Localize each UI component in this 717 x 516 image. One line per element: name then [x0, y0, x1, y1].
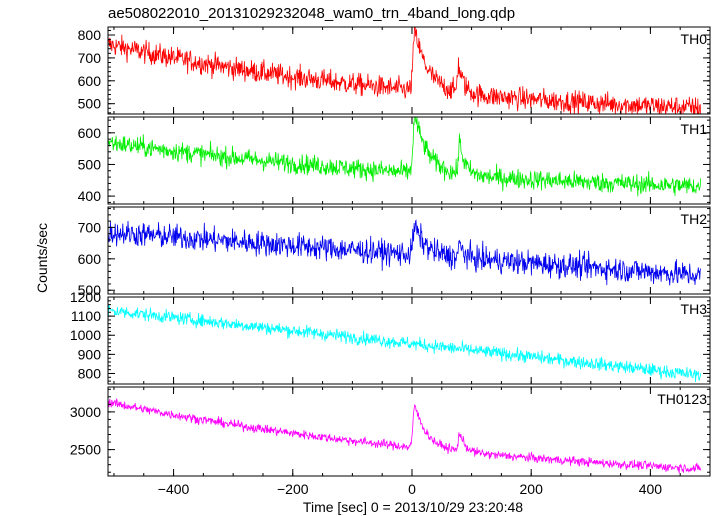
panel-label-th1: TH1: [681, 121, 708, 137]
y-tick-label: 600: [78, 73, 102, 89]
panel-th0123: 2500 3000 TH0123 −400 −200 0 200 400: [70, 386, 711, 497]
series-line-th3: [108, 304, 702, 383]
panel-frame: [107, 296, 711, 385]
panel-frame: [107, 26, 711, 115]
y-tick-label: 3000: [70, 404, 101, 420]
series-line-th0: [108, 27, 702, 114]
y-tick-label: 700: [78, 219, 102, 235]
x-tick-label: 0: [408, 481, 416, 497]
panel-label-th3: TH3: [681, 301, 708, 317]
y-tick-label: 2500: [70, 442, 101, 458]
y-axis-label: Counts/sec: [34, 223, 50, 293]
y-tick-label: 700: [78, 50, 102, 66]
panel-label-th2: TH2: [681, 211, 708, 227]
panel-label-th0: TH0: [681, 31, 708, 47]
y-tick-label: 800: [78, 365, 102, 381]
series-line-th1: [108, 117, 702, 197]
y-tick-label: 600: [78, 125, 102, 141]
panel-label-th0123: TH0123: [657, 391, 707, 407]
panel-th2: 500 600 700 TH2: [78, 206, 711, 298]
panel-frame: [107, 206, 711, 295]
y-tick-label: 900: [78, 346, 102, 362]
x-tick-label: −200: [277, 481, 309, 497]
panel-th1: 400 500 600 TH1: [78, 116, 711, 205]
chart-title: ae508022010_20131029232048_wam0_trn_4ban…: [108, 5, 515, 22]
y-tick-label: 800: [78, 27, 102, 43]
y-tick-label: 1000: [70, 327, 101, 343]
y-tick-label: 500: [78, 156, 102, 172]
panel-frame: [107, 386, 711, 477]
y-tick-label: 600: [78, 251, 102, 267]
series-line-th0123: [108, 398, 702, 474]
y-tick-label: 500: [78, 96, 102, 112]
series-line-th2: [108, 219, 702, 286]
y-tick-label: 400: [78, 188, 102, 204]
y-tick-label: 1200: [70, 289, 101, 305]
y-tick-label: 1100: [71, 308, 101, 324]
y-tick-label: 500: [78, 282, 102, 298]
x-tick-label: 200: [520, 481, 544, 497]
panel-th0: 500 600 700 800 TH0: [78, 26, 711, 115]
panel-th3: 800 900 1000 1100 1200 TH3: [70, 289, 711, 385]
panel-frame: [107, 116, 711, 205]
x-axis-label: Time [sec] 0 = 2013/10/29 23:20:48: [303, 499, 523, 515]
x-tick-label: 400: [639, 481, 663, 497]
panels-group: 500 600 700 800 TH0 400 500 600 TH1 500 600 700 TH2 8…: [70, 26, 711, 497]
x-tick-label: −400: [158, 481, 190, 497]
